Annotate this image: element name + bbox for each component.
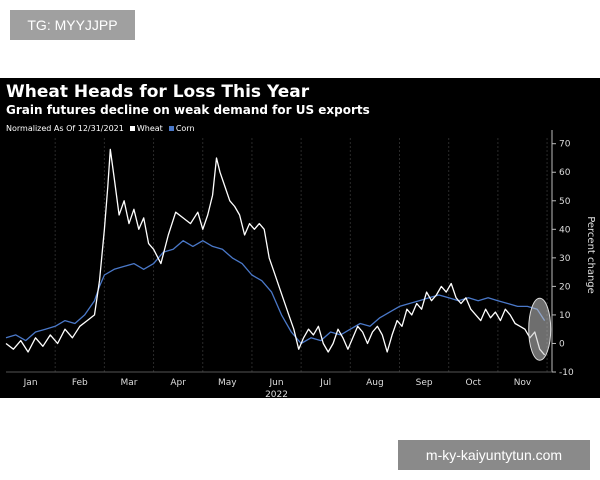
line-chart: -10 0 10 20 30 40 50 60 70 Percent change Jan Feb Ma…: [5, 130, 596, 398]
x-tick-label-aug: Aug: [366, 378, 384, 388]
y-tick-label-20: 20: [559, 282, 571, 292]
x-tick-label-oct: Oct: [466, 378, 482, 388]
y-axis-label: Percent change: [585, 216, 596, 294]
legend-label-corn: Corn: [175, 124, 195, 133]
normalization-note: Normalized As Of 12/31/2021: [6, 124, 124, 133]
y-tick-label-30: 30: [559, 254, 571, 264]
y-tick-label-0: 0: [559, 339, 565, 349]
legend-swatch-corn: [168, 126, 174, 131]
y-tick-label-70: 70: [559, 140, 571, 150]
x-tick-label-mar: Mar: [120, 378, 137, 388]
legend-label-wheat: Wheat: [136, 124, 163, 133]
x-tick-label-apr: Apr: [170, 378, 186, 388]
chart-subtitle: Grain futures decline on weak demand for…: [6, 103, 370, 117]
legend-item-wheat: Wheat: [129, 124, 163, 133]
highlight-ellipse-0: [528, 297, 552, 361]
chart-title: Wheat Heads for Loss This Year: [6, 82, 310, 102]
x-tick-label-jan: Jan: [23, 378, 38, 388]
x-tick-label-nov: Nov: [514, 378, 532, 388]
y-tick-label-10: 10: [559, 311, 571, 321]
y-tick-label--10: -10: [559, 368, 574, 378]
legend-swatch-wheat: [129, 126, 135, 131]
chart-panel: Wheat Heads for Loss This Year Grain fut…: [0, 78, 600, 398]
y-tick-label-40: 40: [559, 225, 571, 235]
x-tick-label-may: May: [218, 378, 237, 388]
x-tick-label-sep: Sep: [416, 378, 433, 388]
y-tick-label-60: 60: [559, 168, 571, 178]
series-line-corn: [5, 240, 546, 345]
x-tick-label-jun: Jun: [269, 378, 284, 388]
bottom-watermark: m-ky-kaiyuntytun.com: [398, 440, 590, 470]
x-tick-label-feb: Feb: [72, 378, 88, 388]
legend: Normalized As Of 12/31/2021 Wheat Corn: [6, 124, 195, 133]
legend-item-corn: Corn: [168, 124, 195, 133]
y-tick-label-50: 50: [559, 197, 571, 207]
series-line-wheat: [5, 148, 546, 356]
top-watermark: TG: MYYJJPP: [10, 10, 135, 40]
x-axis-label: 2022: [265, 390, 288, 398]
x-tick-label-jul: Jul: [319, 378, 331, 388]
